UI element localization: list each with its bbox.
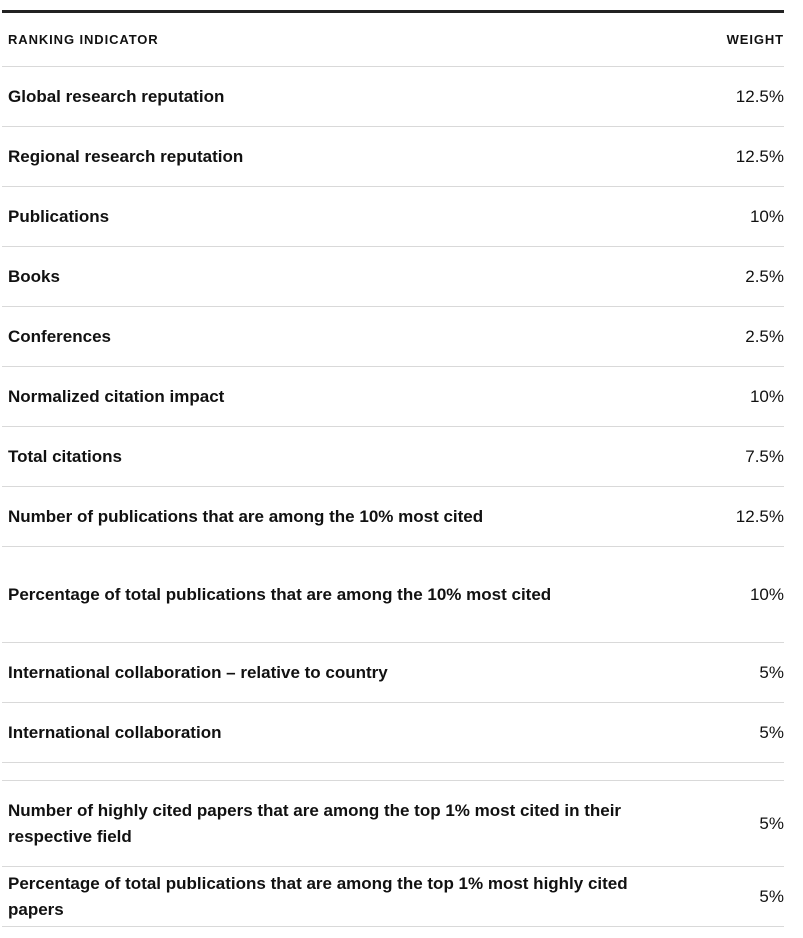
weight-cell: 10% — [662, 546, 784, 643]
indicator-cell: Percentage of total publications that ar… — [2, 866, 662, 927]
table-row: Percentage of total publications that ar… — [2, 546, 784, 643]
table-row: Normalized citation impact 10% — [2, 366, 784, 427]
weight-cell: 12.5% — [662, 486, 784, 547]
table-row: International collaboration – relative t… — [2, 642, 784, 703]
table-row: Number of highly cited papers that are a… — [2, 780, 784, 867]
weight-cell: 5% — [662, 702, 784, 763]
table-header: RANKING INDICATOR WEIGHT — [2, 13, 784, 67]
table-header-row: RANKING INDICATOR WEIGHT — [2, 13, 784, 67]
indicator-cell: Normalized citation impact — [2, 366, 662, 427]
table-row: Conferences 2.5% — [2, 306, 784, 367]
indicator-cell: Conferences — [2, 306, 662, 367]
weight-cell: 2.5% — [662, 246, 784, 307]
table-row: Total citations 7.5% — [2, 426, 784, 487]
table-row: Number of publications that are among th… — [2, 486, 784, 547]
weight-cell: 12.5% — [662, 66, 784, 127]
weight-cell: 10% — [662, 186, 784, 247]
table-row: International collaboration 5% — [2, 702, 784, 763]
weight-cell: 2.5% — [662, 306, 784, 367]
weight-cell: 7.5% — [662, 426, 784, 487]
table-top-rule — [2, 10, 784, 13]
indicator-cell: Total citations — [2, 426, 662, 487]
weight-cell: 12.5% — [662, 126, 784, 187]
spacer-cell — [662, 762, 784, 781]
weight-cell: 5% — [662, 866, 784, 927]
table-body: Global research reputation 12.5% Regiona… — [2, 66, 784, 927]
table-row: Regional research reputation 12.5% — [2, 126, 784, 187]
indicator-cell: Number of highly cited papers that are a… — [2, 780, 662, 867]
indicator-cell: Global research reputation — [2, 66, 662, 127]
weight-cell: 5% — [662, 642, 784, 703]
indicator-cell: International collaboration – relative t… — [2, 642, 662, 703]
table-row: Percentage of total publications that ar… — [2, 866, 784, 927]
indicator-cell: Regional research reputation — [2, 126, 662, 187]
table-row: Books 2.5% — [2, 246, 784, 307]
indicator-cell: Books — [2, 246, 662, 307]
column-header-weight: WEIGHT — [662, 13, 784, 67]
indicator-cell: International collaboration — [2, 702, 662, 763]
table-spacer-row — [2, 762, 784, 781]
table-row: Publications 10% — [2, 186, 784, 247]
weight-cell: 10% — [662, 366, 784, 427]
column-header-indicator: RANKING INDICATOR — [2, 13, 662, 67]
spacer-cell — [2, 762, 662, 781]
weight-cell: 5% — [662, 780, 784, 867]
indicator-cell: Percentage of total publications that ar… — [2, 546, 662, 643]
indicator-cell: Publications — [2, 186, 662, 247]
table-row: Global research reputation 12.5% — [2, 66, 784, 127]
indicator-cell: Number of publications that are among th… — [2, 486, 662, 547]
ranking-indicator-table: RANKING INDICATOR WEIGHT Global research… — [2, 13, 784, 927]
